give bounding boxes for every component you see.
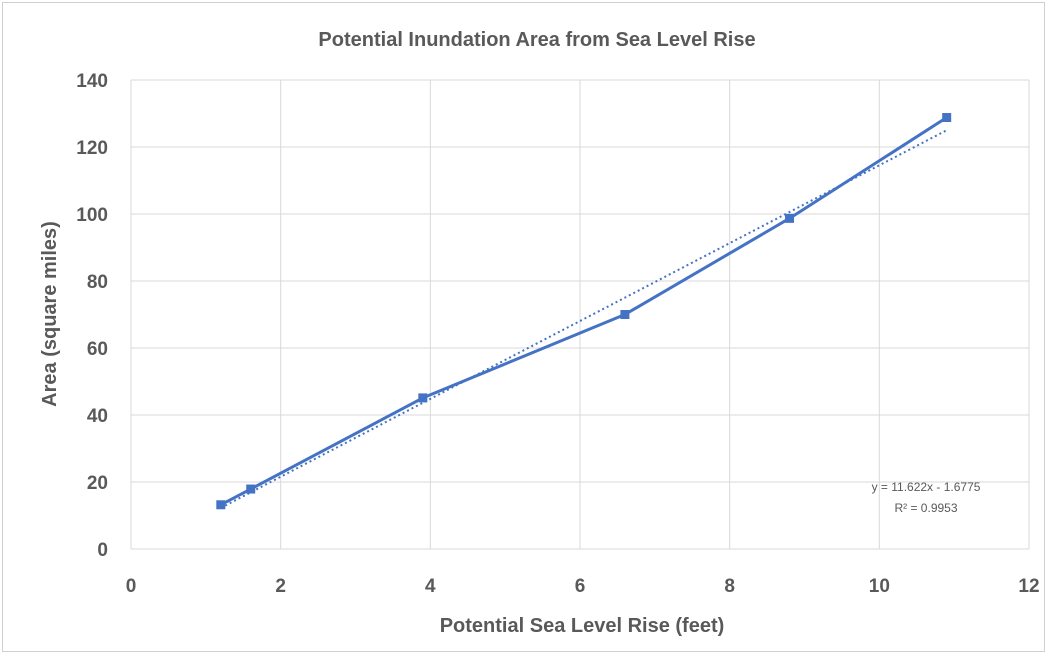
series-layer (216, 113, 952, 510)
data-point-marker (246, 484, 256, 494)
data-point-marker (418, 393, 428, 403)
grid-layer (130, 79, 1030, 550)
y-tick-label: 140 (76, 71, 108, 92)
data-point-marker (216, 500, 226, 510)
y-tick-label: 100 (76, 205, 108, 226)
x-tick-label: 6 (575, 576, 586, 597)
trendline (220, 129, 948, 509)
x-axis-title: Potential Sea Level Rise (feet) (440, 615, 725, 637)
trend-layer (220, 129, 948, 509)
y-tick-label: 60 (87, 339, 108, 360)
series-line (220, 116, 948, 507)
y-tick-label: 80 (87, 272, 108, 293)
y-axis-title: Area (square miles) (39, 221, 61, 407)
y-tick-label: 20 (87, 473, 108, 494)
trendline-r-squared: R² = 0.9953 (894, 501, 957, 515)
tick-layer: 0 20 40 60 80 100 120 140 0 2 4 6 8 10 12 (76, 71, 1039, 597)
x-tick-label: 4 (425, 576, 436, 597)
x-tick-label: 10 (869, 576, 890, 597)
data-point-marker (620, 310, 630, 319)
y-tick-label: 40 (87, 406, 108, 427)
x-tick-label: 8 (724, 576, 735, 597)
chart-title: Potential Inundation Area from Sea Level… (318, 29, 755, 51)
data-point-marker (942, 113, 952, 123)
data-point-marker (785, 213, 795, 223)
y-tick-label: 120 (76, 138, 108, 159)
x-tick-label: 0 (126, 576, 137, 597)
trendline-equation: y = 11.622x - 1.6775 (872, 480, 981, 494)
x-tick-label: 2 (275, 576, 286, 597)
x-tick-label: 12 (1018, 576, 1039, 597)
y-tick-label: 0 (97, 540, 108, 561)
